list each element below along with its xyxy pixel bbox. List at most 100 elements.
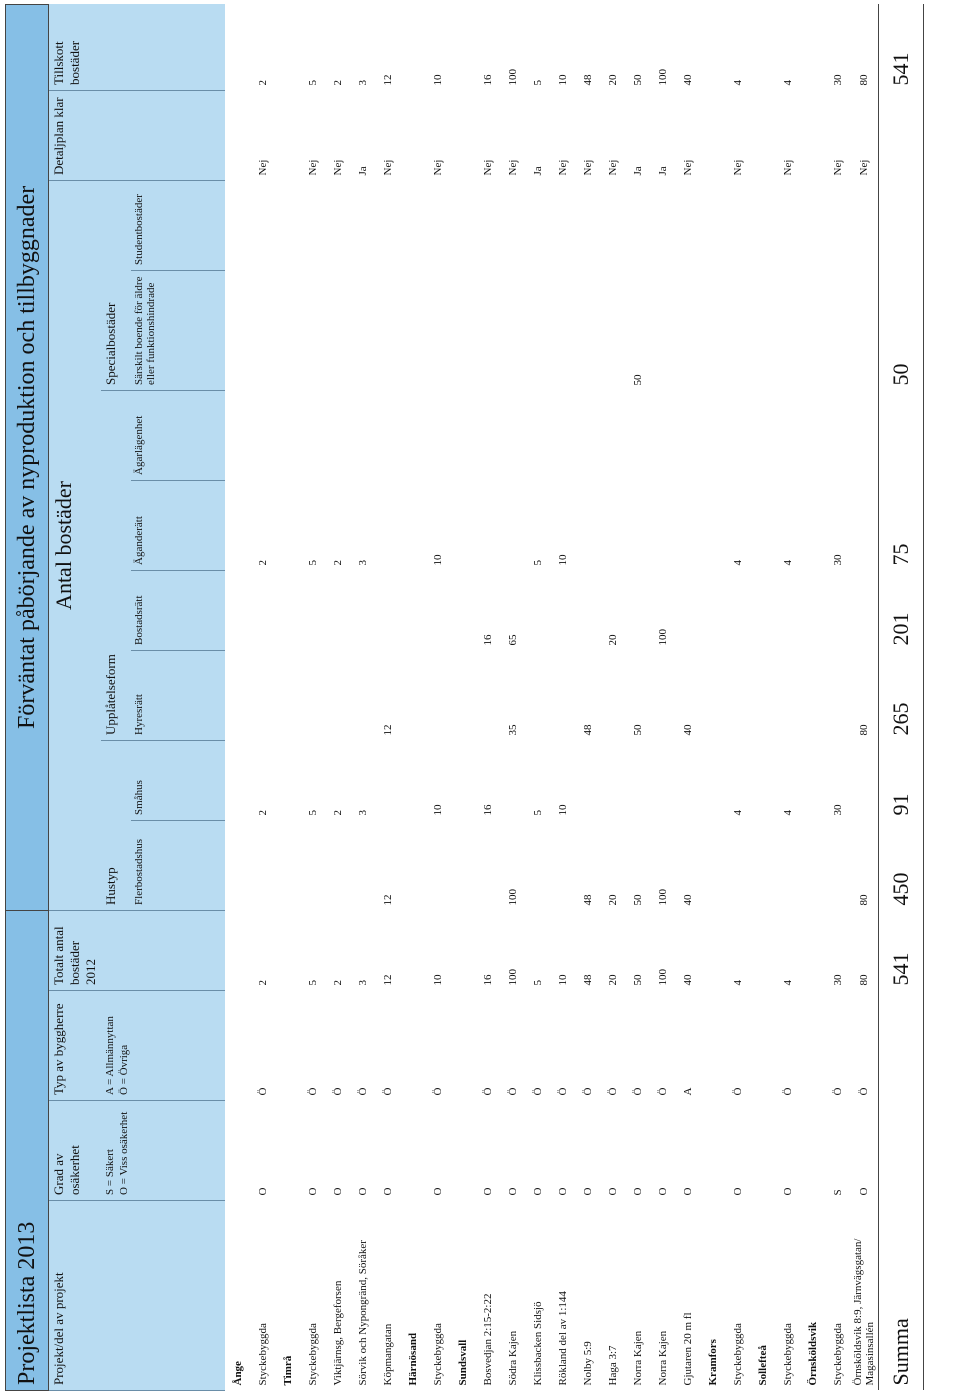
cell xyxy=(675,570,700,650)
cell: 50 xyxy=(631,974,644,986)
data-row: Klissbacken Sidsjö O Ö 5 5 5 Ja 5 xyxy=(525,4,550,1390)
cell: 100 xyxy=(656,628,669,646)
cell: 50 xyxy=(631,74,644,86)
cell: Ö xyxy=(631,1087,644,1096)
section-row: Sollefteå xyxy=(750,4,775,1390)
cell xyxy=(300,390,325,480)
cell: 4 xyxy=(731,809,744,816)
data-row: Norra Kajen O Ö 100 100 100 Ja 100 xyxy=(650,4,675,1390)
cell: 16 xyxy=(481,974,494,986)
cell xyxy=(850,570,879,650)
cell: 12 xyxy=(381,974,394,986)
cell xyxy=(350,650,375,740)
antal-header: Antal bostäder xyxy=(48,180,101,911)
cell: 100 xyxy=(656,888,669,906)
cell xyxy=(575,570,600,650)
cell xyxy=(500,480,525,570)
cell xyxy=(550,390,575,480)
cell: 4 xyxy=(781,980,794,986)
section-name: Sollefteå xyxy=(756,1345,769,1386)
cell: Ö xyxy=(256,1087,269,1096)
cell: Ö xyxy=(656,1087,669,1096)
cell xyxy=(375,180,400,270)
project-name: Örnsköldsvik 8:9, Järnvägsgatan/ Magasin… xyxy=(852,1238,876,1386)
cell: 4 xyxy=(781,79,794,86)
cell: O xyxy=(656,1187,669,1196)
cell: 100 xyxy=(506,68,519,86)
cell: 12 xyxy=(381,724,394,736)
cell xyxy=(575,270,600,390)
cell: 35 xyxy=(506,724,519,736)
sub-header: Särskilt boende för äldre eller funktion… xyxy=(131,270,225,391)
cell: 10 xyxy=(431,554,444,566)
section-row: Timrå xyxy=(275,4,300,1390)
cell: 10 xyxy=(556,554,569,566)
cell: 3 xyxy=(356,980,369,986)
cell xyxy=(425,390,450,480)
cell: 20 xyxy=(606,894,619,906)
cell: 2 xyxy=(256,980,269,986)
cell xyxy=(500,390,525,480)
detaljplan-header: Detaljplan klar xyxy=(48,90,225,181)
cell xyxy=(675,480,700,570)
cell xyxy=(575,480,600,570)
cell: O xyxy=(581,1187,594,1196)
cell xyxy=(500,740,525,820)
cell: Ö xyxy=(331,1087,344,1096)
cell: 5 xyxy=(306,559,319,566)
cell xyxy=(350,180,375,270)
data-row: Bosvedjan 2:15-2:22 O Ö 16 16 16 Nej 16 xyxy=(475,4,500,1390)
cell: 4 xyxy=(731,79,744,86)
cell xyxy=(625,480,650,570)
cell xyxy=(675,180,700,270)
cell xyxy=(600,180,625,270)
project-name: Viktjärnsg, Bergeforsen xyxy=(331,1280,344,1386)
sub-header: Äganderätt xyxy=(131,480,225,571)
typ-header: Typ av byggherre xyxy=(48,990,101,1101)
cell: Nej xyxy=(731,159,744,176)
cell: 3 xyxy=(356,559,369,566)
summa-cell: 541 xyxy=(878,4,924,91)
summa-cell: 541 xyxy=(878,910,924,991)
cell xyxy=(250,570,275,650)
cell xyxy=(625,180,650,270)
project-name: Haga 3:7 xyxy=(606,1345,619,1386)
cell: 5 xyxy=(531,809,544,816)
sub-header: Studentbostäder xyxy=(131,180,225,271)
section-row: Sundsvall xyxy=(450,4,475,1390)
cell xyxy=(250,650,275,740)
cell xyxy=(475,390,500,480)
cell: 5 xyxy=(306,809,319,816)
data-row: Styckebyggda S Ö 30 30 30 Nej 30 xyxy=(825,4,850,1390)
cell: 50 xyxy=(631,374,644,386)
data-row: Viktjärnsg, Bergeforsen O Ö 2 2 2 Nej 2 xyxy=(325,4,350,1390)
data-row: Köpmangatan O Ö 12 12 12 Nej 12 xyxy=(375,4,400,1390)
cell: O xyxy=(356,1187,369,1196)
cell xyxy=(250,180,275,270)
cell: 65 xyxy=(506,634,519,646)
cell xyxy=(650,480,675,570)
cell: 4 xyxy=(731,980,744,986)
cell xyxy=(425,180,450,270)
cell xyxy=(725,180,750,270)
cell: O xyxy=(606,1187,619,1196)
cell xyxy=(650,180,675,270)
cell: O xyxy=(731,1187,744,1196)
cell xyxy=(575,180,600,270)
cell xyxy=(375,740,400,820)
cell xyxy=(850,180,879,270)
cell xyxy=(325,180,350,270)
summa-cell: 91 xyxy=(878,740,924,821)
section-name: Sundsvall xyxy=(456,1339,469,1386)
cell xyxy=(675,390,700,480)
cell: Ö xyxy=(781,1087,794,1096)
cell xyxy=(525,570,550,650)
cell: Nej xyxy=(581,159,594,176)
cell xyxy=(775,820,800,910)
cell: O xyxy=(858,1187,870,1196)
cell: Ö xyxy=(481,1087,494,1096)
data-row: Styckebyggda O Ö 2 2 2 Nej 2 xyxy=(250,4,275,1390)
cell: 12 xyxy=(381,894,394,906)
data-row: Örnsköldsvik 8:9, Järnvägsgatan/ Magasin… xyxy=(850,4,879,1390)
